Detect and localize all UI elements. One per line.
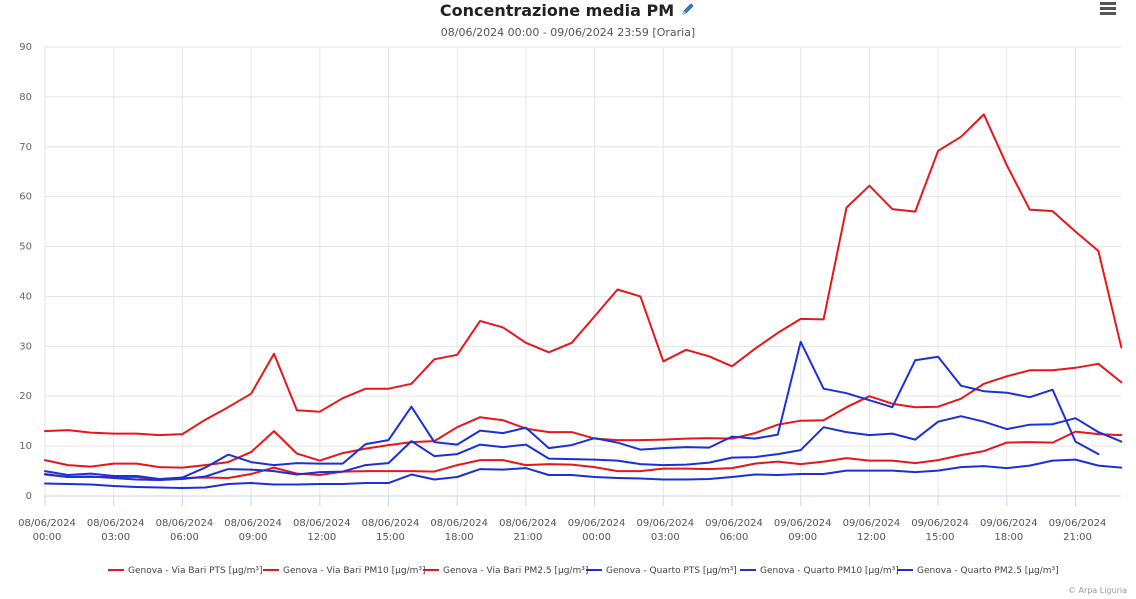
y-tick-label: 80 (19, 92, 32, 103)
y-tick-label: 60 (19, 192, 32, 203)
y-tick-label: 10 (19, 441, 32, 452)
x-tick-label: 08/06/2024 09:00 (224, 518, 282, 543)
x-tick-label: 08/06/2024 03:00 (87, 518, 145, 543)
legend-item-label[interactable]: Genova - Quarto PTS [µg/m³] (606, 566, 737, 576)
x-tick-label: 08/06/2024 06:00 (156, 518, 214, 543)
x-tick-label: 08/06/2024 18:00 (430, 518, 488, 543)
chart-subtitle: 08/06/2024 00:00 - 09/06/2024 23:59 [Ora… (440, 26, 696, 39)
legend-item-label[interactable]: Genova - Via Bari PM2.5 [µg/m³] (443, 566, 588, 576)
x-tick-label: 08/06/2024 21:00 (499, 518, 557, 543)
legend-item-label[interactable]: Genova - Via Bari PTS [µg/m³] (128, 566, 263, 576)
series-line-5 (44, 415, 1123, 481)
x-tick-label: 09/06/2024 06:00 (705, 518, 763, 543)
x-tick-label: 09/06/2024 18:00 (980, 518, 1038, 543)
hamburger-menu-icon[interactable] (1098, 0, 1120, 18)
x-tick-label: 08/06/2024 00:00 (18, 518, 76, 543)
y-tick-label: 90 (19, 42, 32, 53)
series-line-2 (44, 362, 1123, 469)
series-line-6 (44, 458, 1123, 489)
y-tick-label: 70 (19, 142, 32, 153)
y-tick-label: 40 (19, 291, 32, 302)
x-tick-label: 09/06/2024 15:00 (911, 518, 969, 543)
x-tick-label: 09/06/2024 12:00 (843, 518, 901, 543)
credits-text: © Arpa Liguria (1067, 586, 1127, 595)
y-tick-label: 20 (19, 391, 32, 402)
legend-item-label[interactable]: Genova - Quarto PM10 [µg/m³] (760, 566, 899, 576)
chart-title: Concentrazione media PM (0, 0, 1136, 23)
legend-item-label[interactable]: Genova - Via Bari PM10 [µg/m³] (283, 566, 426, 576)
y-tick-label: 0 (26, 491, 32, 502)
x-tick-label: 08/06/2024 15:00 (362, 518, 420, 543)
x-tick-label: 09/06/2024 21:00 (1049, 518, 1107, 543)
y-tick-label: 50 (19, 242, 32, 253)
y-tick-label: 30 (19, 341, 32, 352)
x-tick-label: 09/06/2024 03:00 (636, 518, 694, 543)
x-tick-label: 08/06/2024 12:00 (293, 518, 351, 543)
series-line-4 (44, 340, 1100, 480)
pencil-icon[interactable] (680, 1, 696, 23)
series-line-1 (44, 113, 1123, 437)
chart-title-text: Concentrazione media PM (439, 1, 675, 20)
series-line-3 (44, 430, 1123, 481)
legend-item-label[interactable]: Genova - Quarto PM2.5 [µg/m³] (917, 566, 1059, 576)
x-tick-label: 09/06/2024 09:00 (774, 518, 832, 543)
x-tick-label: 09/06/2024 00:00 (568, 518, 626, 543)
